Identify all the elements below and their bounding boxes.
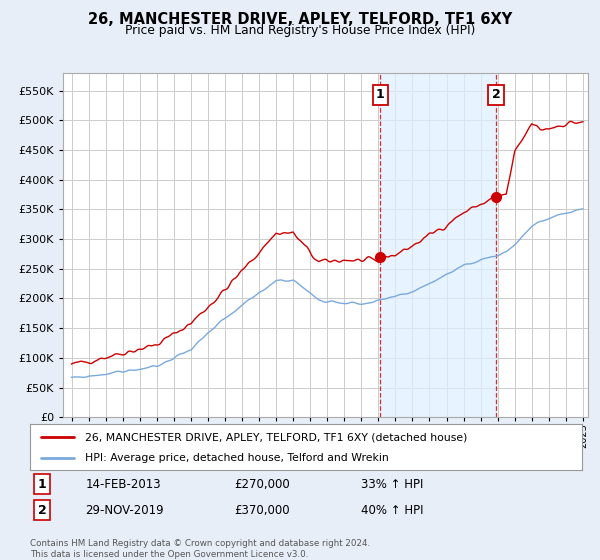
Text: 2: 2 [492,88,500,101]
Text: 2: 2 [38,503,47,517]
Text: £370,000: £370,000 [234,503,290,517]
Text: 26, MANCHESTER DRIVE, APLEY, TELFORD, TF1 6XY (detached house): 26, MANCHESTER DRIVE, APLEY, TELFORD, TF… [85,432,467,442]
Text: 26, MANCHESTER DRIVE, APLEY, TELFORD, TF1 6XY: 26, MANCHESTER DRIVE, APLEY, TELFORD, TF… [88,12,512,27]
Text: 33% ↑ HPI: 33% ↑ HPI [361,478,424,491]
Text: 29-NOV-2019: 29-NOV-2019 [85,503,164,517]
Bar [380,73,496,417]
Text: Price paid vs. HM Land Registry's House Price Index (HPI): Price paid vs. HM Land Registry's House … [125,24,475,36]
Text: 14-FEB-2013: 14-FEB-2013 [85,478,161,491]
Text: 1: 1 [38,478,47,491]
Text: Contains HM Land Registry data © Crown copyright and database right 2024.
This d: Contains HM Land Registry data © Crown c… [30,539,370,559]
Text: 40% ↑ HPI: 40% ↑ HPI [361,503,424,517]
Text: HPI: Average price, detached house, Telford and Wrekin: HPI: Average price, detached house, Telf… [85,454,389,464]
Text: £270,000: £270,000 [234,478,290,491]
Text: 1: 1 [376,88,385,101]
